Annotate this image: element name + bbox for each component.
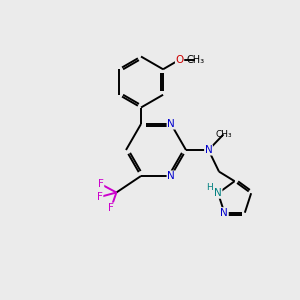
Text: N: N xyxy=(214,188,222,198)
Text: H: H xyxy=(206,183,213,192)
Text: CH₃: CH₃ xyxy=(186,55,204,65)
Text: N: N xyxy=(167,119,175,129)
Text: O: O xyxy=(176,55,184,65)
Text: F: F xyxy=(108,203,114,213)
Text: N: N xyxy=(167,171,175,181)
Text: CH₃: CH₃ xyxy=(215,130,232,139)
Text: F: F xyxy=(97,192,103,202)
Text: F: F xyxy=(98,179,104,189)
Text: N: N xyxy=(205,145,212,155)
Text: N: N xyxy=(220,208,228,218)
